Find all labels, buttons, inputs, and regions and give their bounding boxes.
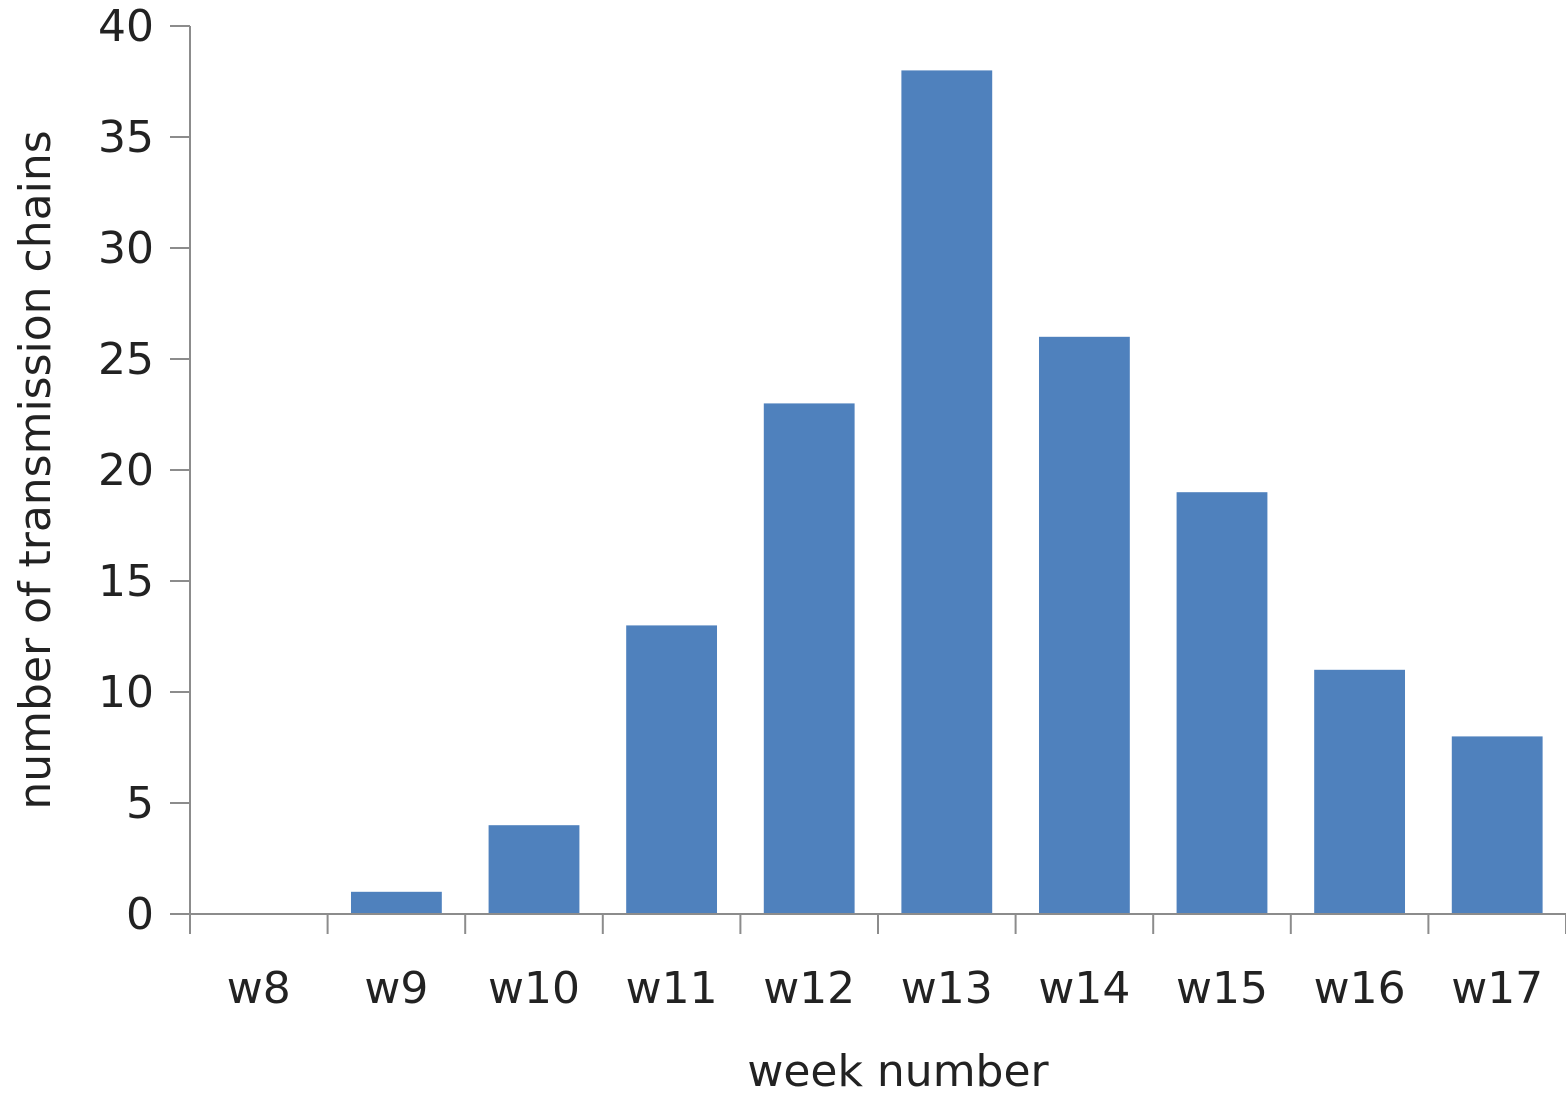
bar-w15: [1176, 492, 1268, 914]
bar-w17: [1451, 736, 1543, 914]
x-ticks-group: w8 w9 w10 w11 w12 w13 w14 w15 w16 w17: [189, 914, 1566, 1014]
x-category-label: w17: [1451, 963, 1543, 1014]
bars-group: [350, 70, 1543, 914]
y-tick-label: 5: [126, 778, 154, 829]
x-category-label: w12: [763, 963, 855, 1014]
x-axis-title: week number: [747, 1046, 1049, 1095]
x-category-label: w13: [901, 963, 993, 1014]
y-tick-label: 0: [126, 889, 154, 940]
y-tick-label: 10: [98, 667, 154, 718]
y-tick-label: 20: [98, 445, 154, 496]
x-category-label: w16: [1314, 963, 1406, 1014]
x-category-label: w11: [626, 963, 718, 1014]
x-category-label: w14: [1038, 963, 1130, 1014]
y-tick-label: 15: [98, 556, 154, 607]
y-tick-label: 40: [98, 1, 154, 52]
x-category-label: w15: [1176, 963, 1268, 1014]
y-ticks-group: 0 5 10 15 20 25 30 35 40: [98, 1, 190, 940]
bar-w9: [350, 891, 442, 914]
y-tick-label: 30: [98, 223, 154, 274]
bar-w12: [763, 403, 855, 914]
bar-w14: [1038, 336, 1130, 914]
x-category-label: w9: [364, 963, 428, 1014]
y-tick-label: 25: [98, 334, 154, 385]
bar-w10: [488, 825, 580, 914]
bar-w13: [901, 70, 993, 914]
x-category-label: w8: [227, 963, 291, 1014]
bar-w11: [626, 625, 718, 914]
bar-w16: [1314, 669, 1406, 914]
y-tick-label: 35: [98, 112, 154, 163]
y-axis-title: number of transmission chains: [10, 130, 61, 809]
x-category-label: w10: [488, 963, 580, 1014]
